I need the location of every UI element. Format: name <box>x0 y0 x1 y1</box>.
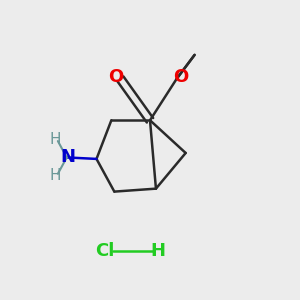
Text: Cl: Cl <box>95 242 114 260</box>
Text: O: O <box>173 68 188 86</box>
Text: H: H <box>50 168 61 183</box>
Text: H: H <box>151 242 166 260</box>
Text: N: N <box>61 148 76 166</box>
Text: H: H <box>50 132 61 147</box>
Text: O: O <box>109 68 124 86</box>
